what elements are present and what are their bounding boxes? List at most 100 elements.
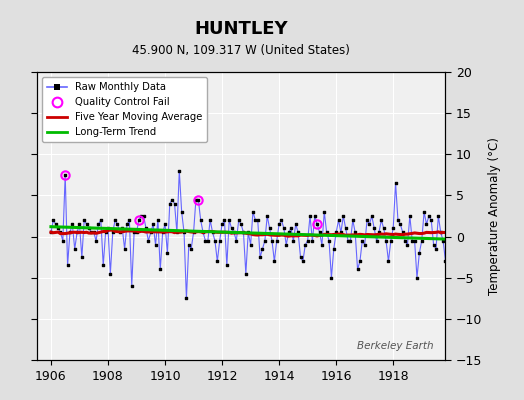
Point bbox=[201, 238, 210, 244]
Point bbox=[104, 225, 112, 232]
Point bbox=[494, 172, 502, 178]
Point bbox=[75, 221, 84, 228]
Point bbox=[275, 221, 283, 228]
Point bbox=[503, 229, 511, 236]
Point bbox=[441, 258, 450, 264]
Point bbox=[453, 213, 462, 219]
Point bbox=[396, 221, 405, 228]
Point bbox=[330, 246, 338, 252]
Text: Berkeley Earth: Berkeley Earth bbox=[356, 341, 433, 351]
Point bbox=[332, 229, 341, 236]
Point bbox=[206, 217, 214, 223]
Point bbox=[436, 229, 445, 236]
Point bbox=[180, 229, 188, 236]
Point bbox=[92, 238, 100, 244]
Point bbox=[418, 238, 426, 244]
Point bbox=[244, 229, 253, 236]
Point bbox=[424, 213, 433, 219]
Point bbox=[127, 283, 136, 289]
Point bbox=[63, 262, 72, 268]
Point bbox=[289, 238, 298, 244]
Point bbox=[301, 242, 310, 248]
Point bbox=[520, 217, 524, 223]
Point bbox=[458, 238, 466, 244]
Point bbox=[147, 229, 155, 236]
Point bbox=[517, 344, 524, 351]
Point bbox=[486, 246, 495, 252]
Point bbox=[334, 217, 343, 223]
Point bbox=[303, 238, 312, 244]
Point bbox=[156, 266, 165, 273]
Point bbox=[337, 229, 345, 236]
Point bbox=[370, 225, 378, 232]
Point bbox=[82, 221, 91, 228]
Point bbox=[71, 246, 79, 252]
Point bbox=[237, 221, 245, 228]
Point bbox=[249, 209, 257, 215]
Point bbox=[351, 229, 359, 236]
Point bbox=[399, 229, 407, 236]
Point bbox=[432, 246, 440, 252]
Point bbox=[78, 254, 86, 260]
Point bbox=[144, 238, 152, 244]
Point bbox=[182, 295, 191, 302]
Point bbox=[85, 225, 93, 232]
Point bbox=[434, 213, 443, 219]
Point bbox=[178, 209, 186, 215]
Point bbox=[251, 217, 259, 223]
Point bbox=[66, 229, 74, 236]
Point bbox=[139, 213, 148, 219]
Point bbox=[111, 217, 119, 223]
Point bbox=[230, 229, 238, 236]
Point bbox=[270, 258, 279, 264]
Point bbox=[379, 225, 388, 232]
Point bbox=[361, 242, 369, 248]
Point bbox=[444, 246, 452, 252]
Point bbox=[299, 258, 307, 264]
Point bbox=[391, 180, 400, 186]
Point bbox=[116, 229, 124, 236]
Point bbox=[322, 229, 331, 236]
Point bbox=[94, 221, 103, 228]
Point bbox=[277, 217, 286, 223]
Point bbox=[522, 225, 524, 232]
Point bbox=[254, 217, 262, 223]
Point bbox=[387, 238, 395, 244]
Point bbox=[280, 225, 288, 232]
Point bbox=[161, 221, 169, 228]
Point bbox=[318, 242, 326, 248]
Point bbox=[311, 213, 319, 219]
Point bbox=[149, 221, 157, 228]
Point bbox=[377, 217, 386, 223]
Point bbox=[358, 238, 366, 244]
Point bbox=[266, 225, 274, 232]
Point bbox=[80, 217, 89, 223]
Text: HUNTLEY: HUNTLEY bbox=[194, 20, 288, 38]
Point bbox=[68, 221, 77, 228]
Point bbox=[154, 217, 162, 223]
Point bbox=[239, 229, 248, 236]
Point bbox=[489, 238, 497, 244]
Point bbox=[482, 200, 490, 207]
Point bbox=[168, 196, 177, 203]
Point bbox=[365, 221, 374, 228]
Point bbox=[142, 225, 150, 232]
Point bbox=[158, 229, 167, 236]
Point bbox=[348, 217, 357, 223]
Point bbox=[73, 229, 81, 236]
Point bbox=[446, 229, 454, 236]
Point bbox=[166, 200, 174, 207]
Point bbox=[137, 213, 146, 219]
Point bbox=[455, 229, 464, 236]
Point bbox=[268, 238, 276, 244]
Legend: Raw Monthly Data, Quality Control Fail, Five Year Moving Average, Long-Term Tren: Raw Monthly Data, Quality Control Fail, … bbox=[42, 77, 207, 142]
Point bbox=[51, 221, 60, 228]
Point bbox=[213, 258, 222, 264]
Point bbox=[506, 209, 514, 215]
Point bbox=[467, 238, 476, 244]
Point bbox=[373, 238, 381, 244]
Point bbox=[235, 217, 243, 223]
Point bbox=[135, 217, 143, 223]
Point bbox=[294, 229, 302, 236]
Point bbox=[344, 238, 352, 244]
